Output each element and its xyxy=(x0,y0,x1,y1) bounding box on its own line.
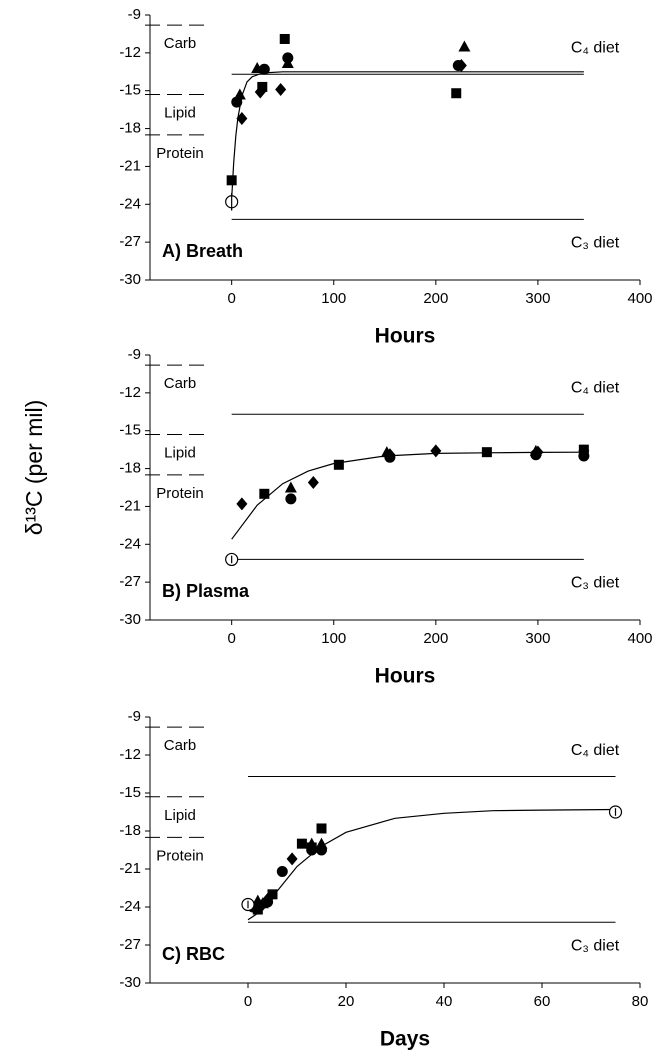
marker-triangle xyxy=(284,481,297,493)
fit-curve xyxy=(231,451,584,540)
y-tick-label: -15 xyxy=(119,82,141,99)
marker-square xyxy=(257,81,268,92)
marker-triangle xyxy=(458,40,471,52)
x-tick-label: 400 xyxy=(627,630,652,647)
marker-diamond xyxy=(307,475,319,489)
y-tick-label: -15 xyxy=(119,784,141,801)
x-tick-label: 300 xyxy=(525,290,550,307)
x-axis-label: Hours xyxy=(375,325,436,348)
level-label: Protein xyxy=(156,145,204,162)
y-tick-label: -30 xyxy=(119,611,141,628)
reference-label: C₄ diet xyxy=(571,742,620,759)
reference-label: C₄ diet xyxy=(571,40,620,57)
marker-circle xyxy=(384,451,396,463)
marker-diamond xyxy=(236,497,248,511)
y-tick-label: -24 xyxy=(119,898,141,915)
marker-circle xyxy=(578,450,590,462)
fit-curve xyxy=(247,808,616,921)
panel-title: B) Plasma xyxy=(162,581,250,601)
y-tick-label: -18 xyxy=(119,120,141,137)
x-tick-label: 80 xyxy=(632,993,649,1010)
panel-title: A) Breath xyxy=(162,241,243,261)
marker-circle xyxy=(262,896,274,908)
x-axis-label: Days xyxy=(380,1028,430,1051)
marker-square xyxy=(481,447,492,458)
y-tick-label: -12 xyxy=(119,746,141,763)
level-label: Carb xyxy=(164,35,197,52)
level-label: Lipid xyxy=(164,807,196,824)
marker-diamond xyxy=(254,85,266,99)
marker-diamond xyxy=(430,444,442,458)
level-label: Carb xyxy=(164,737,197,754)
y-tick-label: -21 xyxy=(119,497,141,514)
y-tick-label: -24 xyxy=(119,195,141,212)
marker-square xyxy=(333,459,344,470)
level-label: Lipid xyxy=(164,444,196,461)
x-tick-label: 100 xyxy=(321,290,346,307)
marker-square xyxy=(259,488,270,499)
level-label: Lipid xyxy=(164,104,196,121)
y-tick-label: -12 xyxy=(119,384,141,401)
marker-triangle xyxy=(233,88,246,100)
marker-square xyxy=(578,444,589,455)
level-label: Protein xyxy=(156,485,204,502)
marker-triangle xyxy=(251,62,264,73)
marker-square xyxy=(316,823,327,834)
y-tick-label: -21 xyxy=(119,860,141,877)
marker-square xyxy=(279,33,290,44)
y-tick-label: -27 xyxy=(119,936,141,953)
y-tick-label: -9 xyxy=(128,708,141,725)
x-tick-label: 20 xyxy=(338,993,355,1010)
y-tick-label: -15 xyxy=(119,422,141,439)
level-label: Protein xyxy=(156,847,204,864)
reference-label: C₄ diet xyxy=(571,380,620,397)
marker-circle xyxy=(285,493,297,505)
x-tick-label: 100 xyxy=(321,630,346,647)
y-tick-label: -18 xyxy=(119,460,141,477)
marker-diamond xyxy=(236,111,248,125)
x-tick-label: 200 xyxy=(423,630,448,647)
marker-diamond xyxy=(286,852,298,866)
y-tick-label: -21 xyxy=(119,157,141,174)
marker-square xyxy=(226,175,237,186)
x-tick-label: 400 xyxy=(627,290,652,307)
marker-square xyxy=(451,88,462,99)
y-tick-label: -24 xyxy=(119,535,141,552)
y-tick-label: -12 xyxy=(119,44,141,61)
y-tick-label: -30 xyxy=(119,271,141,288)
marker-triangle xyxy=(281,56,294,68)
marker-circle xyxy=(316,844,327,856)
y-tick-label: -9 xyxy=(128,6,141,23)
reference-label: C₃ diet xyxy=(571,937,620,954)
marker-circle xyxy=(306,844,318,856)
marker-circle xyxy=(276,866,288,878)
y-tick-label: -18 xyxy=(119,822,141,839)
x-tick-label: 0 xyxy=(227,290,235,307)
level-label: Carb xyxy=(164,375,197,392)
y-tick-label: -27 xyxy=(119,573,141,590)
marker-diamond xyxy=(455,58,467,72)
x-tick-label: 300 xyxy=(525,630,550,647)
x-axis-label: Hours xyxy=(375,665,436,688)
x-tick-label: 200 xyxy=(423,290,448,307)
x-tick-label: 40 xyxy=(436,993,453,1010)
y-tick-label: -27 xyxy=(119,233,141,250)
marker-square xyxy=(252,904,263,915)
marker-circle xyxy=(530,449,542,461)
panel-title: C) RBC xyxy=(162,944,225,964)
marker-square xyxy=(296,838,307,849)
marker-diamond xyxy=(275,82,287,96)
x-tick-label: 60 xyxy=(534,993,551,1010)
fit-curve xyxy=(231,71,584,199)
reference-label: C₃ diet xyxy=(571,575,620,592)
y-tick-label: -9 xyxy=(128,346,141,363)
marker-square xyxy=(267,889,278,900)
y-axis-label: δ¹³C (per mil) xyxy=(21,400,47,535)
x-tick-label: 0 xyxy=(227,630,235,647)
y-tick-label: -30 xyxy=(119,974,141,991)
reference-label: C₃ diet xyxy=(571,235,620,252)
x-tick-label: 0 xyxy=(244,993,252,1010)
